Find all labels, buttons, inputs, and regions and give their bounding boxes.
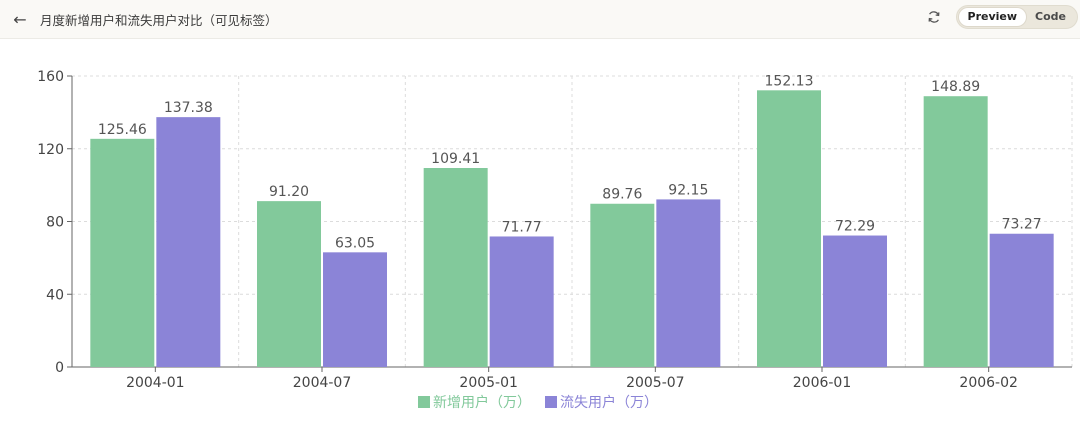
y-tick-label: 120 <box>37 142 64 158</box>
bar-new-users <box>90 138 155 367</box>
y-tick-label: 0 <box>55 360 64 376</box>
page-title: 月度新增用户和流失用户对比（可见标签） <box>40 12 278 28</box>
refresh-icon[interactable] <box>922 5 946 29</box>
data-label: 73.27 <box>1002 217 1042 233</box>
bar-lost-users <box>489 236 554 367</box>
x-tick-label: 2006-02 <box>959 375 1018 391</box>
data-label: 91.20 <box>269 184 309 200</box>
y-tick-label: 160 <box>37 69 64 85</box>
data-label: 71.77 <box>502 219 542 235</box>
data-label: 92.15 <box>668 182 708 198</box>
x-tick-label: 2005-01 <box>459 375 518 391</box>
legend-label: 新增用户（万） <box>433 394 531 411</box>
legend-swatch <box>418 396 430 408</box>
view-toggle: Preview Code <box>955 5 1078 29</box>
x-tick-label: 2006-01 <box>793 375 852 391</box>
arrow-left-icon[interactable]: ← <box>13 9 27 29</box>
bar-new-users <box>757 90 821 367</box>
x-tick-label: 2004-01 <box>126 375 185 391</box>
bar-new-users <box>423 168 488 367</box>
data-label: 89.76 <box>602 187 642 203</box>
bar-new-users <box>590 203 655 367</box>
data-label: 109.41 <box>431 151 480 167</box>
data-label: 152.13 <box>765 73 814 89</box>
bar-lost-users <box>156 117 221 367</box>
bar-new-users <box>923 96 988 368</box>
bar-lost-users <box>656 199 721 367</box>
header-bar: ← 月度新增用户和流失用户对比（可见标签） Preview Code <box>0 0 1080 39</box>
tab-preview[interactable]: Preview <box>958 8 1027 26</box>
tab-code[interactable]: Code <box>1035 10 1066 23</box>
legend-label: 流失用户（万） <box>560 394 658 411</box>
bar-new-users <box>257 201 321 367</box>
y-tick-label: 40 <box>46 287 64 303</box>
header-tools: Preview Code <box>922 5 1078 29</box>
data-label: 72.29 <box>835 219 875 235</box>
y-tick-label: 80 <box>46 215 64 231</box>
bar-lost-users <box>823 235 887 367</box>
bar-lost-users <box>989 233 1054 367</box>
legend-swatch <box>545 396 557 408</box>
data-label: 148.89 <box>931 79 980 95</box>
x-tick-label: 2004-07 <box>293 375 352 391</box>
data-label: 137.38 <box>164 100 213 116</box>
data-label: 63.05 <box>335 235 375 251</box>
bar-lost-users <box>323 252 387 367</box>
data-label: 125.46 <box>98 122 147 138</box>
bar-chart: 0 40 80 120 160 125.46 137.38 2004-01 91.20 63.05… <box>37 69 1073 411</box>
x-tick-label: 2005-07 <box>626 375 685 391</box>
